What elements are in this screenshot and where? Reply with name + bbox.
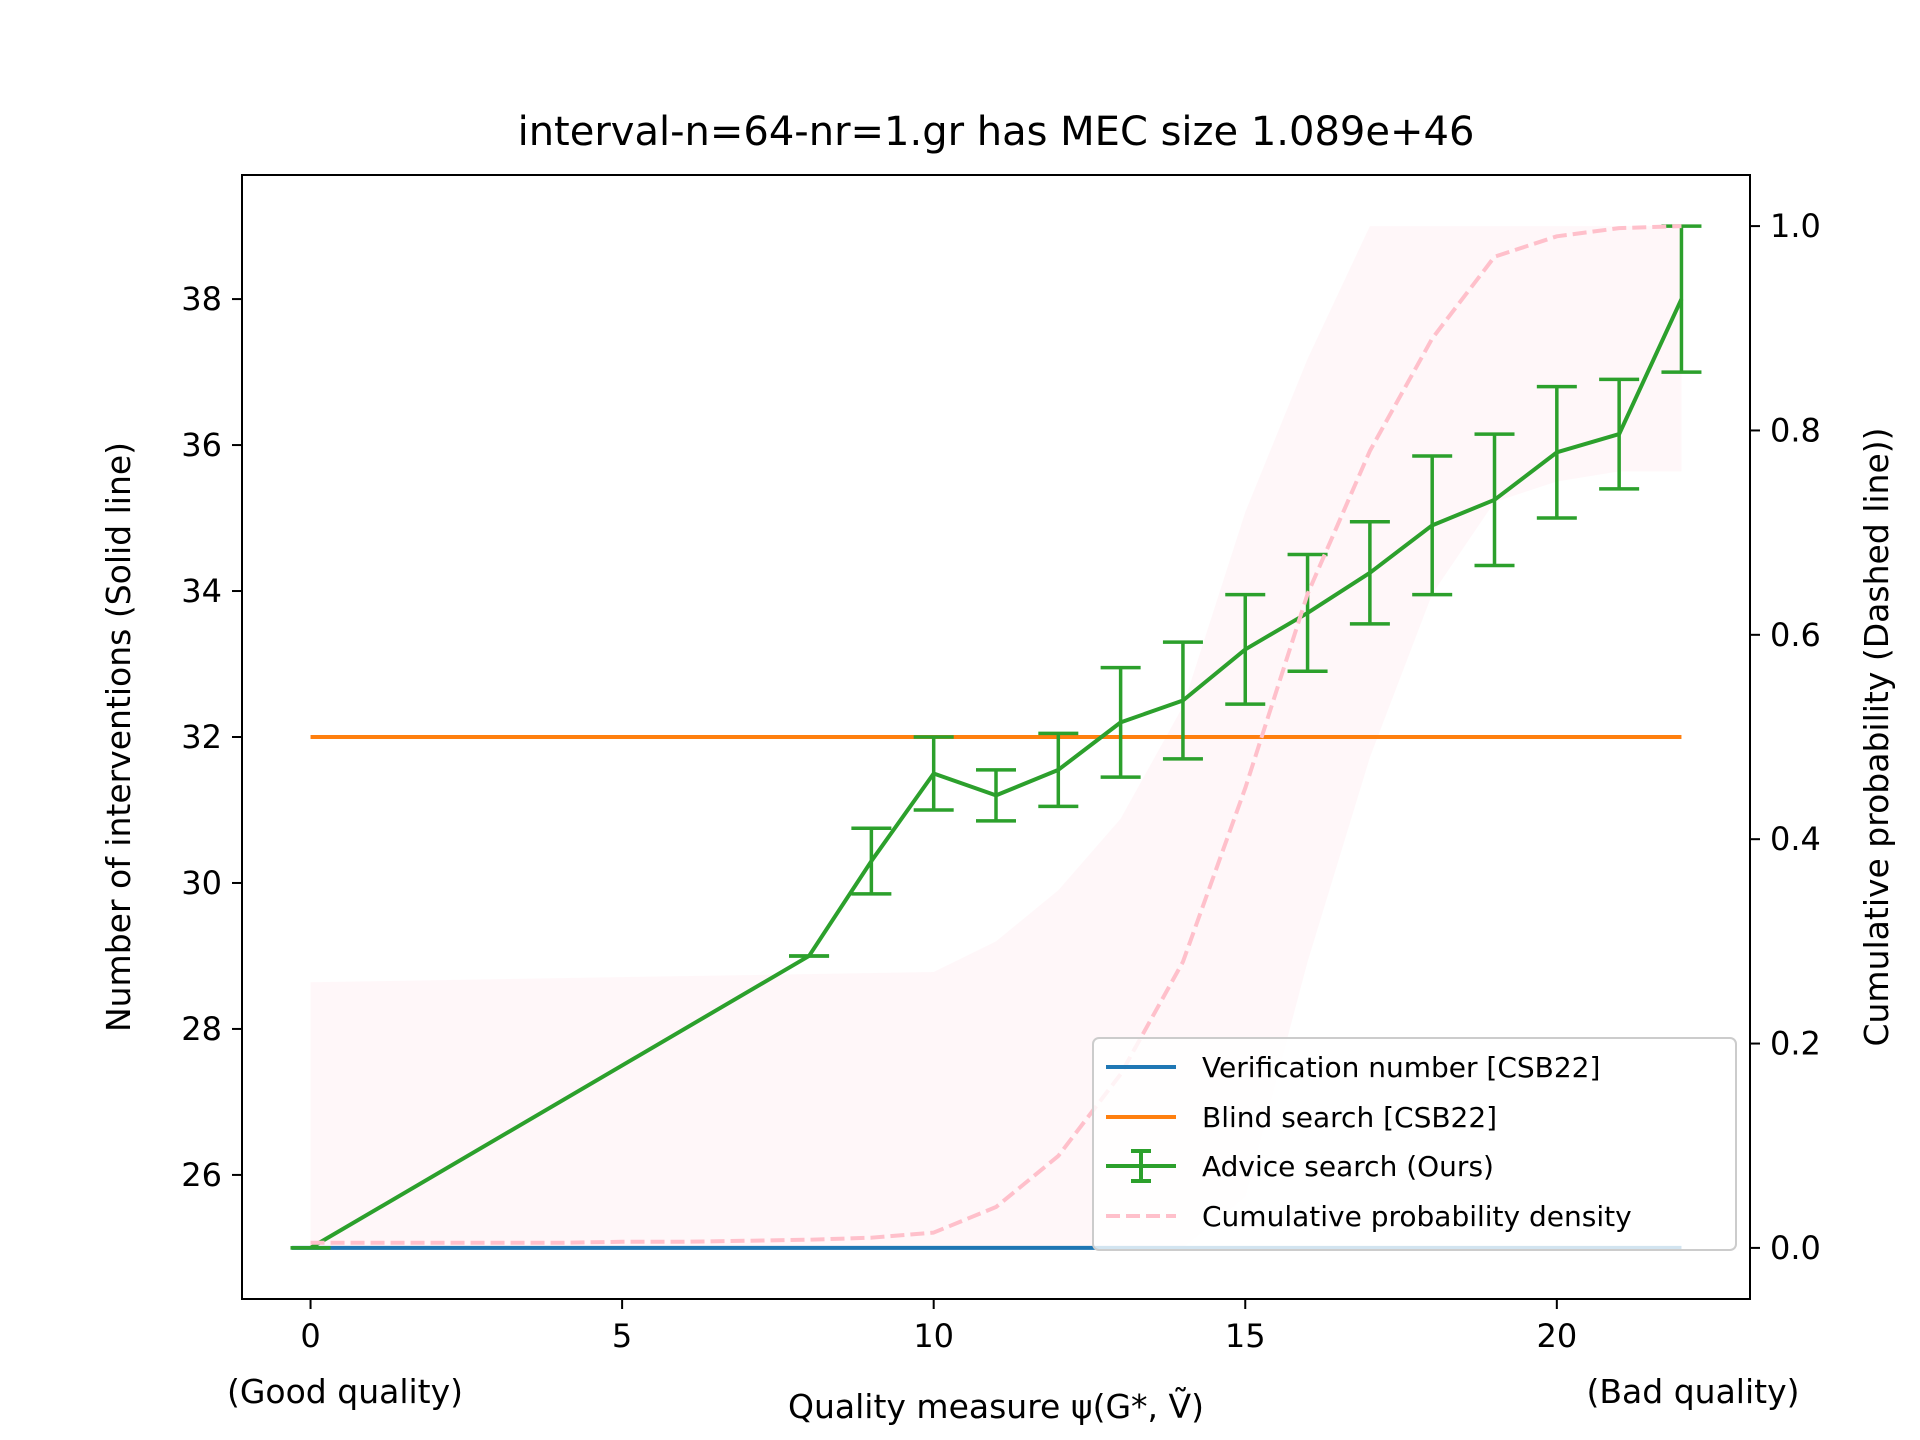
x-tick-label-5: 5 [612,1317,632,1355]
y-left-tick-label-38: 38 [181,280,222,318]
legend: Verification number [CSB22] Blind search… [1092,1037,1737,1251]
chart-title: interval-n=64-nr=1.gr has MEC size 1.089… [518,109,1475,155]
y-axis-label-right: Cumulative probability (Dashed line)) [1857,427,1896,1046]
y-right-tick-label-0.8: 0.8 [1770,411,1821,449]
x-tick-label-15: 15 [1225,1317,1266,1355]
y-left-tick-label-34: 34 [181,572,222,610]
y-right-tick-label-0.0: 0.0 [1770,1229,1821,1267]
y-left-tick-label-32: 32 [181,718,222,756]
y-right-tick-label-0.6: 0.6 [1770,616,1821,654]
y-axis-label-left: Number of interventions (Solid line) [99,442,138,1032]
legend-label-verification: Verification number [CSB22] [1202,1051,1600,1084]
legend-label-blind: Blind search [CSB22] [1202,1101,1497,1134]
tick-layer: 0 5 10 15 20 26 28 30 32 34 36 38 0.0 0.2 0.4 0.6 0.8 1.0 [181,207,1821,1355]
legend-label-cumulative: Cumulative probability density [1202,1200,1632,1233]
x-axis-label-right: (Bad quality) [1587,1372,1800,1411]
y-right-tick-label-0.4: 0.4 [1770,820,1821,858]
series-line-3 [310,224,1682,1245]
series-line-2 [309,298,1684,1250]
legend-label-advice: Advice search (Ours) [1202,1150,1494,1183]
series-layer [290,224,1702,1250]
legend-swatch-advice [1106,1149,1176,1183]
x-axis-label-left: (Good quality) [227,1372,463,1411]
x-axis-label: Quality measure ψ(G*, Ṽ) [788,1386,1204,1426]
band-layer [310,226,1682,1248]
y-left-tick-label-30: 30 [181,864,222,902]
x-tick-label-0: 0 [300,1317,320,1355]
probability-band [310,226,1682,1248]
legend-box [1092,1037,1737,1251]
x-tick-label-20: 20 [1536,1317,1577,1355]
y-left-tick-label-28: 28 [181,1010,222,1048]
x-tick-label-10: 10 [913,1317,954,1355]
y-right-tick-label-0.2: 0.2 [1770,1025,1821,1063]
y-left-tick-label-36: 36 [181,426,222,464]
y-left-tick-label-26: 26 [181,1156,222,1194]
y-right-tick-label-1.0: 1.0 [1770,207,1821,245]
